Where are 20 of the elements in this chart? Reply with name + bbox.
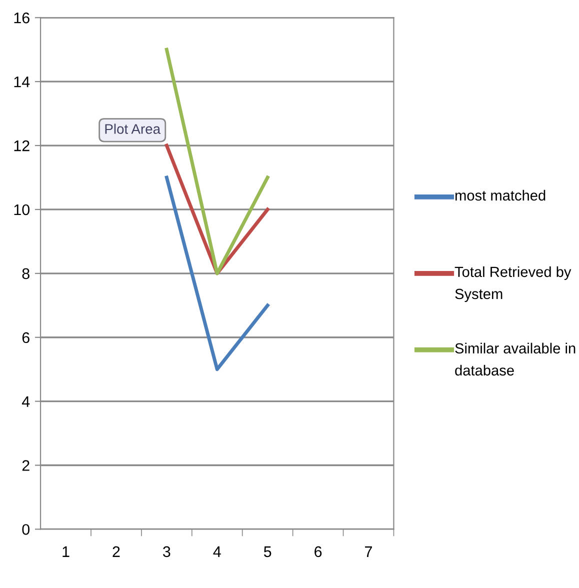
x-tick-label: 4 — [213, 546, 221, 557]
legend-label: Similar available in database — [455, 342, 576, 376]
legend-label: Total Retrieved by System — [454, 266, 572, 302]
y-tick-label: 0 — [22, 524, 30, 535]
y-tick-label: 16 — [14, 12, 30, 24]
y-tick-label: 2 — [22, 460, 30, 471]
y-tick-label: 10 — [14, 204, 30, 216]
y-tick-label: 8 — [22, 268, 30, 280]
x-tick-label: 6 — [314, 546, 322, 558]
y-tick-label: 14 — [14, 76, 30, 88]
legend-label: most matched — [455, 190, 546, 201]
y-tick-label: 12 — [14, 140, 30, 152]
x-tick-label: 1 — [62, 546, 70, 557]
y-tick-label: 6 — [22, 332, 30, 344]
y-tick-label: 4 — [22, 396, 30, 407]
x-tick-label: 2 — [112, 546, 120, 557]
x-tick-label: 5 — [264, 546, 272, 558]
x-tick-label: 3 — [163, 546, 170, 558]
x-tick-label: 7 — [365, 546, 372, 557]
annotation: Plot Area — [105, 124, 161, 134]
